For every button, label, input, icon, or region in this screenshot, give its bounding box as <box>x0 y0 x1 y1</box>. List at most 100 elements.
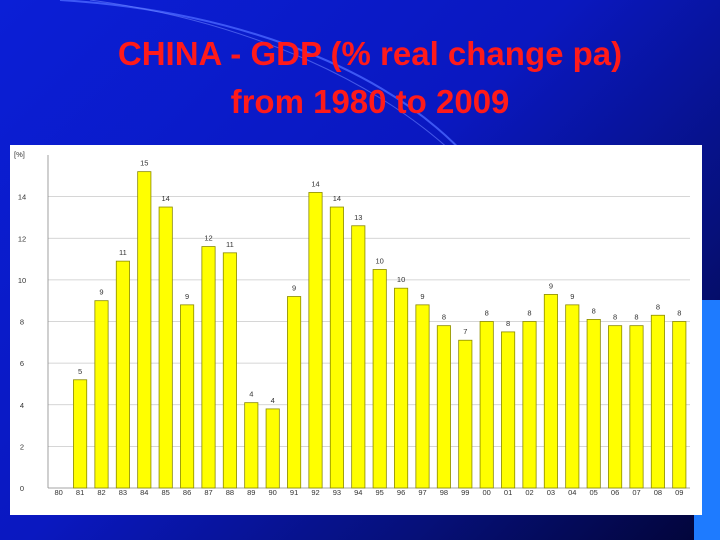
x-tick-label-82: 82 <box>97 488 105 497</box>
x-tick-label-99: 99 <box>461 488 469 497</box>
bar-90 <box>265 408 280 489</box>
y-tick-label: 4 <box>20 401 24 410</box>
x-tick-label-84: 84 <box>140 488 148 497</box>
data-label-95: 10 <box>376 256 384 265</box>
x-tick-label-05: 05 <box>590 488 598 497</box>
bar-05 <box>586 319 601 489</box>
bar-88 <box>222 252 237 489</box>
data-label-84: 15 <box>140 159 148 168</box>
data-label-94: 13 <box>354 213 362 222</box>
data-label-85: 14 <box>162 194 170 203</box>
y-tick-label: 8 <box>20 318 24 327</box>
x-tick-label-96: 96 <box>397 488 405 497</box>
data-label-08: 8 <box>656 302 660 311</box>
bar-86 <box>180 304 195 489</box>
data-label-03: 9 <box>549 281 553 290</box>
bar-03 <box>543 294 558 489</box>
bar-85 <box>158 206 173 489</box>
slide-title: CHINA - GDP (% real change pa) from 1980… <box>0 30 720 126</box>
x-tick-label-83: 83 <box>119 488 127 497</box>
bar-04 <box>565 304 580 489</box>
x-tick-label-94: 94 <box>354 488 362 497</box>
x-tick-label-08: 08 <box>654 488 662 497</box>
data-label-87: 12 <box>204 234 212 243</box>
y-tick-label: 14 <box>18 193 26 202</box>
bar-95 <box>372 269 387 489</box>
data-label-82: 9 <box>99 288 103 297</box>
bar-94 <box>351 225 366 489</box>
bar-84 <box>137 171 152 489</box>
bar-08 <box>650 314 665 489</box>
x-tick-label-93: 93 <box>333 488 341 497</box>
x-tick-label-06: 06 <box>611 488 619 497</box>
y-tick-label: 6 <box>20 359 24 368</box>
x-tick-label-91: 91 <box>290 488 298 497</box>
data-label-02: 8 <box>527 309 531 318</box>
y-tick-label: 10 <box>18 276 26 285</box>
bar-87 <box>201 246 216 489</box>
bar-96 <box>394 287 409 489</box>
x-tick-label-89: 89 <box>247 488 255 497</box>
data-label-00: 8 <box>485 309 489 318</box>
data-label-04: 9 <box>570 292 574 301</box>
x-tick-label-86: 86 <box>183 488 191 497</box>
x-tick-label-90: 90 <box>269 488 277 497</box>
data-label-97: 9 <box>420 292 424 301</box>
bar-83 <box>115 260 130 489</box>
bar-98 <box>436 325 451 489</box>
x-tick-label-03: 03 <box>547 488 555 497</box>
data-label-83: 11 <box>119 248 127 257</box>
title-line-1: CHINA - GDP (% real change pa) <box>117 35 623 72</box>
gdp-bar-chart: [%] 024681012148058198211831584148598612… <box>14 150 690 497</box>
y-tick-label: 2 <box>20 442 24 451</box>
x-tick-label-09: 09 <box>675 488 683 497</box>
x-tick-label-95: 95 <box>376 488 384 497</box>
data-label-92: 14 <box>311 179 319 188</box>
x-tick-label-81: 81 <box>76 488 84 497</box>
data-label-86: 9 <box>185 292 189 301</box>
x-tick-label-02: 02 <box>525 488 533 497</box>
bar-01 <box>501 331 516 489</box>
data-label-01: 8 <box>506 319 510 328</box>
data-label-88: 11 <box>226 240 234 249</box>
data-label-99: 7 <box>463 327 467 336</box>
x-tick-label-92: 92 <box>311 488 319 497</box>
data-label-06: 8 <box>613 313 617 322</box>
data-label-07: 8 <box>634 313 638 322</box>
x-tick-label-07: 07 <box>632 488 640 497</box>
bar-06 <box>608 325 623 489</box>
y-axis-label: [%] <box>14 150 25 159</box>
x-tick-label-01: 01 <box>504 488 512 497</box>
x-tick-label-04: 04 <box>568 488 576 497</box>
x-tick-label-98: 98 <box>440 488 448 497</box>
bar-09 <box>672 321 687 489</box>
bar-82 <box>94 300 109 489</box>
data-label-09: 8 <box>677 309 681 318</box>
bar-99 <box>458 339 473 489</box>
data-label-05: 8 <box>592 306 596 315</box>
x-tick-label-87: 87 <box>204 488 212 497</box>
y-tick-label: 0 <box>20 484 24 493</box>
data-label-98: 8 <box>442 313 446 322</box>
data-label-90: 4 <box>271 396 275 405</box>
x-tick-label-97: 97 <box>418 488 426 497</box>
bar-89 <box>244 402 259 489</box>
x-tick-label-80: 80 <box>55 488 63 497</box>
x-tick-label-88: 88 <box>226 488 234 497</box>
y-tick-label: 12 <box>18 234 26 243</box>
bar-81 <box>73 379 88 489</box>
chart-panel: [%] 0 2 4 6 8 10 12 14 80 5 81 9 82 11 83 15 84 14 85 9 86 12… <box>10 145 702 515</box>
bar-91 <box>287 296 302 489</box>
data-label-81: 5 <box>78 367 82 376</box>
data-label-96: 10 <box>397 275 405 284</box>
bar-97 <box>415 304 430 489</box>
bar-02 <box>522 321 537 489</box>
data-label-93: 14 <box>333 194 341 203</box>
x-tick-label-85: 85 <box>162 488 170 497</box>
bar-93 <box>329 206 344 489</box>
bar-92 <box>308 192 323 489</box>
data-label-89: 4 <box>249 390 253 399</box>
x-tick-label-00: 00 <box>483 488 491 497</box>
bar-00 <box>479 321 494 489</box>
